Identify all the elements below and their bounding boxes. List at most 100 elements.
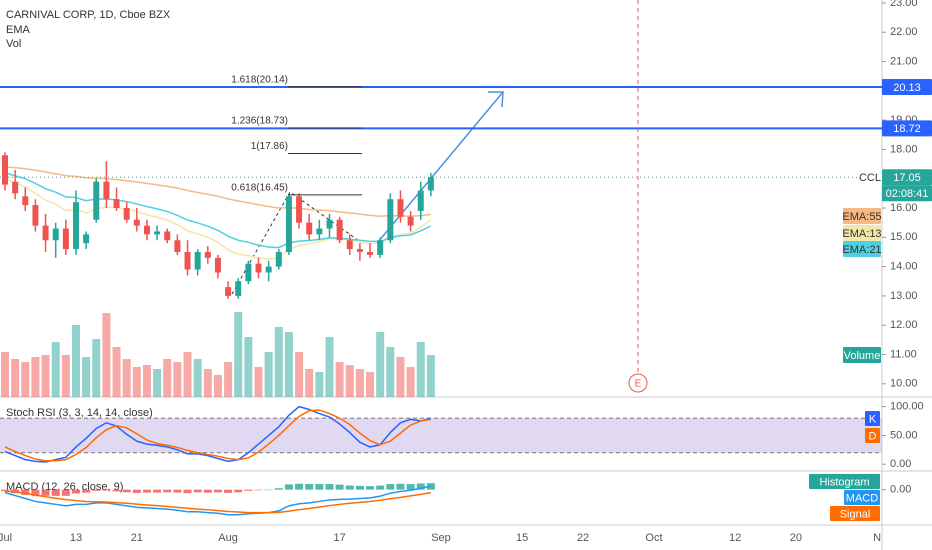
legend-0: K <box>869 413 877 425</box>
histogram-bar <box>284 484 293 490</box>
legend-2: Signal <box>840 508 871 520</box>
histogram-bar <box>274 488 283 490</box>
volume-legend: Volume <box>844 350 881 362</box>
candle-body <box>235 281 242 296</box>
symbol-label: CCL <box>859 172 881 184</box>
volume-bar <box>173 362 182 397</box>
event-icon[interactable] <box>628 373 648 393</box>
series-line <box>4 485 432 516</box>
candle-body <box>275 251 282 267</box>
candle-body <box>214 257 221 273</box>
arrow <box>377 91 504 243</box>
candle-body <box>164 231 171 241</box>
study-label: EMA <box>6 24 31 36</box>
volume-bar <box>51 342 60 397</box>
candle-body <box>367 251 374 255</box>
candle-body <box>336 219 343 241</box>
histogram-bar <box>132 489 141 493</box>
volume-bar <box>183 352 192 397</box>
volume-bar <box>274 327 283 397</box>
candle-body <box>133 219 140 226</box>
x-tick-label: 12 <box>729 532 741 544</box>
histogram-bar <box>406 484 415 490</box>
volume-bar <box>213 375 222 397</box>
candle-body <box>32 205 39 226</box>
histogram-bar <box>335 484 344 490</box>
candle-body <box>103 181 110 200</box>
series-line <box>4 409 432 462</box>
histogram-bar <box>396 483 405 490</box>
fib-label: 0.618(16.45) <box>231 182 288 193</box>
histogram-bar <box>376 485 385 490</box>
ema-legend-box <box>843 241 881 257</box>
histogram-bar <box>142 489 151 493</box>
volume-bar <box>396 357 405 397</box>
x-tick-label: 20 <box>790 532 802 544</box>
candle-body <box>42 225 49 241</box>
volume-bar <box>102 313 111 397</box>
series-line <box>4 490 432 514</box>
y-tick-label: 12.00 <box>890 319 918 331</box>
candle-body <box>174 240 181 252</box>
histogram-bar <box>315 484 324 490</box>
histogram-bar <box>82 489 91 493</box>
candle-body <box>316 228 323 235</box>
y-tick-label: 11.00 <box>890 348 917 360</box>
fib-label: 1.618(20.14) <box>231 74 288 85</box>
x-tick-label: Sep <box>431 532 451 544</box>
candle-body <box>296 196 303 223</box>
legend-0-box <box>865 411 880 426</box>
histogram-bar <box>183 489 192 494</box>
histogram-bar <box>325 484 334 490</box>
volume-bar <box>284 332 293 397</box>
countdown-label-box <box>882 185 932 202</box>
histogram-bar <box>355 485 364 490</box>
candle-body <box>123 208 130 220</box>
y-tick-label: 22.00 <box>890 26 918 38</box>
candle-body <box>154 231 161 235</box>
volume-bar <box>376 332 385 397</box>
x-tick-label: 17 <box>333 532 345 544</box>
candle-body <box>184 251 191 270</box>
countdown-label: 02:08:41 <box>886 188 929 200</box>
candle-body <box>346 240 353 250</box>
candle-body <box>194 251 201 270</box>
symbol-label-box <box>858 169 882 186</box>
candle-body <box>285 196 292 252</box>
histogram-bar <box>102 489 111 491</box>
histogram-bar <box>244 489 253 491</box>
histogram-bar <box>51 489 60 496</box>
y-tick-label: 21.00 <box>890 55 918 67</box>
last-price-label-box <box>882 169 932 186</box>
candle-body <box>225 287 232 296</box>
level-label: 20.13 <box>893 82 921 94</box>
histogram-bar <box>213 489 222 493</box>
candle-body <box>245 263 252 282</box>
fib-label: 1.236(18.73) <box>231 116 288 127</box>
candle-body <box>377 240 384 255</box>
y-tick-label: 100.00 <box>890 401 924 413</box>
candle-body <box>204 251 211 258</box>
volume-bar <box>254 367 263 397</box>
legend-0: Histogram <box>819 476 869 488</box>
x-tick-label: Oct <box>645 532 662 544</box>
volume-bar <box>406 367 415 397</box>
x-tick-label: N <box>873 532 881 544</box>
y-tick-label: 23.00 <box>890 0 918 9</box>
legend-1-box <box>865 428 880 443</box>
volume-bar <box>325 337 334 397</box>
volume-bar <box>92 339 101 397</box>
arrow-head <box>488 91 504 108</box>
histogram-bar <box>416 483 425 490</box>
histogram-bar <box>122 489 131 493</box>
study-label: Vol <box>6 38 21 50</box>
last-price-label: 17.05 <box>893 172 921 184</box>
histogram-bar <box>163 489 172 493</box>
x-tick-label: 22 <box>577 532 589 544</box>
histogram-bar <box>234 489 243 493</box>
candle-body <box>2 155 8 185</box>
histogram-bar <box>1 489 9 492</box>
histogram-bar <box>71 489 80 494</box>
y-tick-label: 13.00 <box>890 290 918 302</box>
